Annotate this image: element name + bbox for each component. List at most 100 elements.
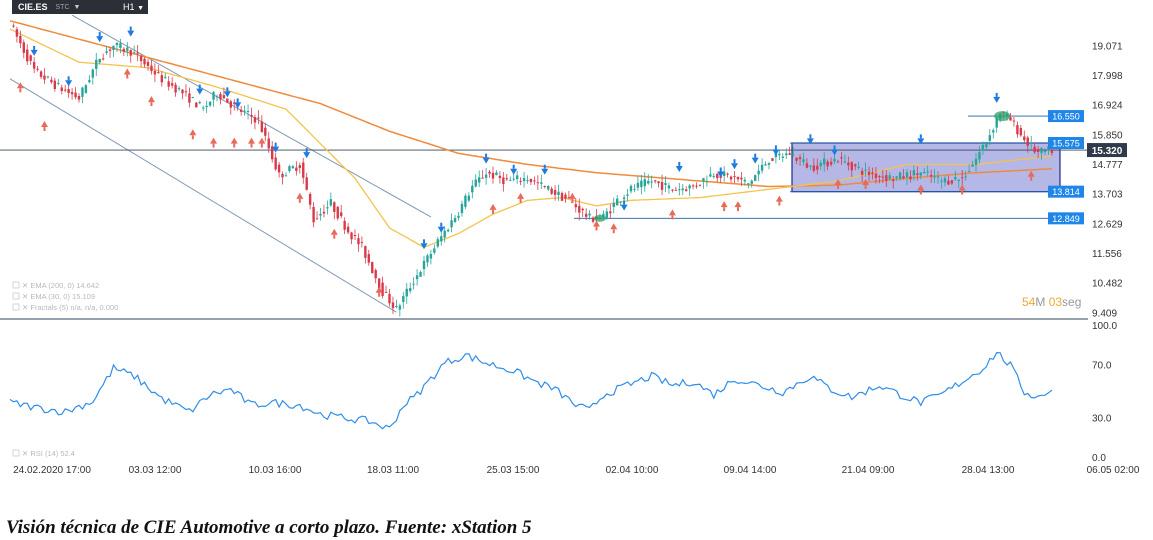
fractal-down-stem xyxy=(43,126,46,131)
candle xyxy=(936,171,940,184)
candle xyxy=(892,175,895,189)
candle-body xyxy=(208,101,212,106)
fractal-down-arrow-icon xyxy=(248,137,255,144)
fractal-down-stem xyxy=(919,190,922,195)
level-label: 12.849 xyxy=(1052,214,1080,224)
candle-body xyxy=(553,190,557,195)
candle-body xyxy=(136,52,139,54)
candle xyxy=(640,174,643,195)
candle-body xyxy=(588,213,591,216)
candle xyxy=(12,23,15,28)
candle xyxy=(954,170,957,181)
candle xyxy=(1030,135,1033,150)
candle-body xyxy=(709,174,712,177)
candle xyxy=(612,197,615,214)
candle xyxy=(19,30,22,49)
candle xyxy=(208,101,212,108)
candle xyxy=(453,214,457,223)
price-tick-label: 14.777 xyxy=(1092,160,1123,171)
timeframe-label: H1 xyxy=(123,2,135,12)
candle xyxy=(860,167,864,183)
candle-body xyxy=(778,153,781,156)
candle-body xyxy=(764,164,767,166)
candle xyxy=(547,185,550,192)
candle xyxy=(267,131,270,153)
timeframe-selector[interactable]: H1 ▼ xyxy=(123,2,144,12)
candle xyxy=(678,182,681,196)
candle-body xyxy=(771,158,774,161)
candle-body xyxy=(305,177,308,190)
time-tick-label: 09.04 14:00 xyxy=(724,465,777,476)
symbol-label: CIE.ES xyxy=(18,2,48,12)
candle-body xyxy=(626,194,629,196)
candle xyxy=(791,146,795,157)
candle xyxy=(1036,145,1040,159)
candle-body xyxy=(943,178,947,183)
fractal-up-arrow-icon xyxy=(993,96,1001,103)
candle-body xyxy=(74,92,77,98)
price-tick-label: 10.482 xyxy=(1092,279,1123,290)
candle xyxy=(702,177,705,189)
candle xyxy=(371,261,374,274)
candle-body xyxy=(726,173,729,175)
candle xyxy=(32,57,36,74)
candle-body xyxy=(115,42,119,46)
candle-body xyxy=(129,50,132,56)
candle xyxy=(64,84,67,93)
fractal-down-stem xyxy=(723,207,726,212)
symbol-selector[interactable]: CIE.ES STC ▼ H1 ▼ xyxy=(12,0,148,14)
candle xyxy=(484,167,488,185)
candle xyxy=(950,179,954,185)
fractal-up-stem xyxy=(98,32,101,37)
candle-body xyxy=(405,288,408,297)
candle xyxy=(188,87,191,108)
candle xyxy=(826,159,829,171)
candle xyxy=(574,198,577,213)
candle xyxy=(302,157,305,184)
candle-body xyxy=(188,93,191,103)
indicator-checkbox xyxy=(12,281,20,289)
candle xyxy=(364,245,367,264)
candle-body xyxy=(691,185,695,187)
candle-countdown: 54M 03seg xyxy=(1022,295,1081,309)
candle-body xyxy=(705,181,709,183)
candle-body xyxy=(267,138,270,149)
candle-body xyxy=(481,177,484,179)
candle xyxy=(626,188,629,202)
candle-body xyxy=(581,208,584,211)
fractal-up-arrow-icon xyxy=(223,91,231,98)
candle xyxy=(667,182,671,194)
candle xyxy=(1040,147,1043,160)
candle-body xyxy=(264,127,267,136)
candle xyxy=(481,169,484,179)
candle xyxy=(74,87,77,100)
candle xyxy=(940,177,943,189)
fractal-up-stem xyxy=(774,145,777,150)
candle-body xyxy=(540,182,543,184)
candle-body xyxy=(460,203,464,214)
candle xyxy=(1012,116,1016,127)
chevron-down-icon: ▼ xyxy=(73,3,81,11)
candle-body xyxy=(271,146,274,160)
candle-body xyxy=(812,165,816,171)
candle xyxy=(643,172,646,192)
candle-body xyxy=(53,80,57,90)
candle-body xyxy=(26,49,29,62)
candle-body xyxy=(202,107,205,109)
candle-body xyxy=(502,177,505,185)
candle-body xyxy=(919,172,922,176)
candle xyxy=(1026,135,1029,153)
candle xyxy=(664,175,667,193)
candle xyxy=(46,75,50,79)
candle-body xyxy=(923,171,926,174)
fractal-down-stem xyxy=(612,229,615,234)
candle xyxy=(905,169,909,185)
candle-body xyxy=(381,282,384,296)
candle-body xyxy=(671,189,674,191)
candle xyxy=(136,44,139,62)
candle-body xyxy=(733,176,736,178)
candle-body xyxy=(219,93,222,100)
candle-body xyxy=(722,171,726,177)
candle-body xyxy=(954,177,957,180)
candle xyxy=(588,210,591,220)
